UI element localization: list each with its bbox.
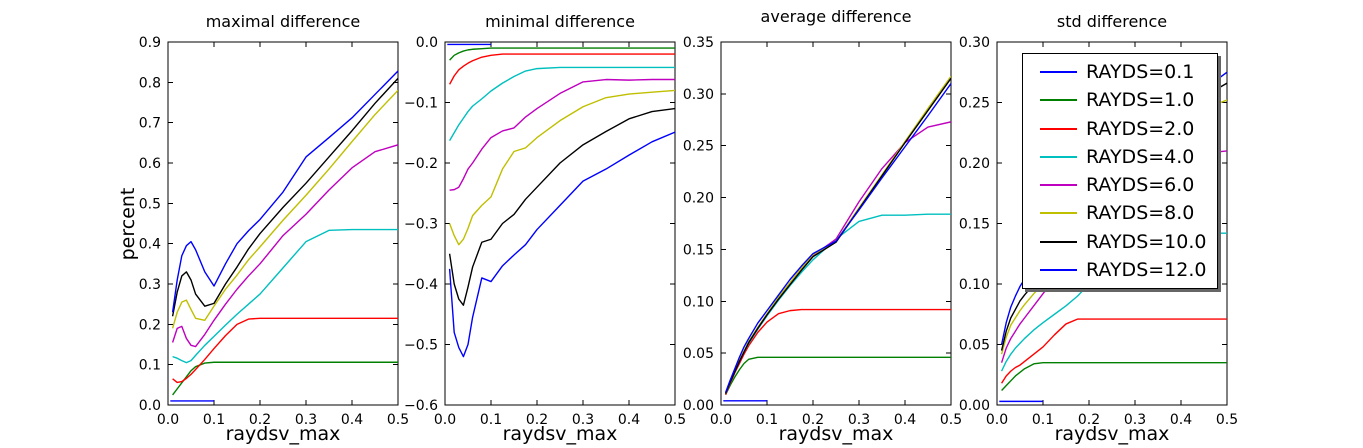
y-tick-label: 0.4: [139, 237, 161, 253]
legend-item: RAYDS=6.0: [1023, 172, 1217, 198]
series-line-RAYDS=6.0: [449, 78, 675, 191]
legend-label: RAYDS=8.0: [1086, 202, 1195, 225]
legend: RAYDS=0.1 RAYDS=1.0 RAYDS=2.0 RAYDS=4.0 RAYD…: [1022, 53, 1218, 289]
y-tick-label: −0.2: [404, 156, 438, 172]
y-tick-label: 0.6: [139, 156, 161, 172]
y-tick-label: 0.00: [959, 398, 990, 414]
series-line-RAYDS=8.0: [724, 75, 951, 394]
legend-label: RAYDS=1.0: [1086, 89, 1195, 112]
y-tick-label: −0.4: [404, 277, 438, 293]
legend-label: RAYDS=10.0: [1086, 230, 1207, 253]
series-line-RAYDS=2.0: [1001, 318, 1227, 384]
series-line-RAYDS=1.0: [172, 361, 398, 396]
legend-line-swatch: [1040, 212, 1077, 215]
plot-area-average-difference: 0.0 0.1 0.2 0.3 0.4 0.50.000.050.100.150.200.…: [683, 35, 962, 428]
series-line-RAYDS=6.0: [171, 144, 398, 348]
y-tick-label: 0.3: [139, 277, 161, 293]
series-line-RAYDS=6.0: [724, 121, 951, 394]
axes-frame: [444, 41, 676, 406]
legend-line-swatch: [1040, 99, 1077, 102]
legend-line-swatch: [1040, 184, 1077, 187]
y-tick-label: 0.9: [139, 35, 161, 51]
legend-label: RAYDS=2.0: [1086, 117, 1195, 140]
subplot-title-average-difference: average difference: [760, 7, 912, 26]
y-tick-label: 0.30: [683, 87, 714, 103]
legend-item: RAYDS=4.0: [1023, 144, 1217, 170]
y-tick-label: 0.30: [959, 35, 990, 51]
y-tick-label: −0.5: [404, 338, 438, 354]
legend-line-swatch: [1040, 268, 1077, 271]
series-line-RAYDS=4.0: [724, 213, 951, 394]
legend-line-swatch: [1040, 71, 1077, 74]
series-line-RAYDS=12.0: [171, 70, 398, 313]
y-tick-label: 0.2: [139, 317, 161, 333]
series-line-RAYDS=8.0: [448, 89, 675, 246]
y-tick-label: 0.7: [139, 116, 161, 132]
plot-area-minimal-difference: 0.0 0.1 0.2 0.3 0.4 0.50.0−0.1−0.2−0.3−0.4−0.…: [404, 35, 686, 428]
series-line-RAYDS=4.0: [448, 66, 675, 141]
y-tick-label: 0.00: [683, 398, 714, 414]
legend-item: RAYDS=1.0: [1023, 87, 1217, 113]
legend-label: RAYDS=12.0: [1086, 258, 1207, 281]
y-tick-label: 0.25: [959, 96, 990, 112]
plot-area-maximal-difference: 0.0 0.1 0.2 0.3 0.4 0.50.00.10.20.30.40.50.60…: [139, 35, 409, 428]
series-line-RAYDS=1.0: [724, 356, 951, 395]
y-tick-label: 0.5: [139, 196, 161, 212]
y-tick-label: 0.10: [959, 277, 990, 293]
legend-item: RAYDS=0.1: [1023, 59, 1217, 85]
legend-item: RAYDS=8.0: [1023, 200, 1217, 226]
axes-frame: [720, 41, 952, 406]
series-line-RAYDS=1.0: [449, 47, 675, 61]
y-tick-label: 0.20: [959, 156, 990, 172]
y-tick-label: 0.25: [683, 139, 714, 155]
series-line-RAYDS=12.0: [724, 83, 951, 393]
y-axis-label-percent: percent: [117, 187, 139, 261]
legend-item: RAYDS=2.0: [1023, 116, 1217, 142]
series-line-RAYDS=10.0: [724, 77, 951, 394]
y-tick-label: −0.1: [404, 96, 438, 112]
x-axis-label-0: raydsv_max: [225, 423, 341, 445]
y-tick-label: 0.20: [683, 191, 714, 207]
legend-label: RAYDS=0.1: [1086, 61, 1195, 84]
x-axis-label-1: raydsv_max: [502, 423, 618, 445]
y-tick-label: 0.05: [959, 338, 990, 354]
x-axis-label-2: raydsv_max: [778, 423, 894, 445]
legend-item: RAYDS=10.0: [1023, 229, 1217, 255]
y-tick-label: −0.3: [404, 217, 438, 233]
axes-frame: [167, 41, 399, 406]
y-tick-label: 0.15: [959, 217, 990, 233]
x-axis-label-3: raydsv_max: [1054, 423, 1170, 445]
series-line-RAYDS=10.0: [171, 77, 398, 317]
series-line-RAYDS=4.0: [172, 228, 398, 364]
y-tick-label: 0.10: [683, 294, 714, 310]
y-tick-label: 0.0: [139, 398, 161, 414]
series-line-RAYDS=10.0: [448, 107, 675, 306]
subplot-title-maximal-difference: maximal difference: [205, 12, 361, 31]
series-line-RAYDS=2.0: [724, 308, 951, 395]
series-line-RAYDS=2.0: [448, 53, 675, 85]
legend-line-swatch: [1040, 240, 1077, 243]
legend-line-swatch: [1040, 127, 1077, 130]
legend-label: RAYDS=4.0: [1086, 145, 1195, 168]
series-line-RAYDS=1.0: [1001, 361, 1227, 391]
y-tick-label: 0.35: [683, 35, 714, 51]
series-line-RAYDS=8.0: [171, 89, 398, 329]
y-tick-label: 0.1: [139, 358, 161, 374]
y-tick-label: 0.8: [139, 75, 161, 91]
subplot-title-std-difference: std difference: [1056, 12, 1168, 31]
series-line-RAYDS=12.0: [448, 131, 675, 358]
y-tick-label: 0.15: [683, 242, 714, 258]
series-line-RAYDS=2.0: [172, 317, 398, 384]
legend-item: RAYDS=12.0: [1023, 257, 1217, 283]
subplot-title-minimal-difference: minimal difference: [485, 12, 635, 31]
legend-line-swatch: [1040, 155, 1077, 158]
y-tick-label: −0.6: [404, 398, 438, 414]
y-tick-label: 0.05: [683, 346, 714, 362]
y-tick-label: 0.0: [416, 35, 438, 51]
legend-label: RAYDS=6.0: [1086, 174, 1195, 197]
